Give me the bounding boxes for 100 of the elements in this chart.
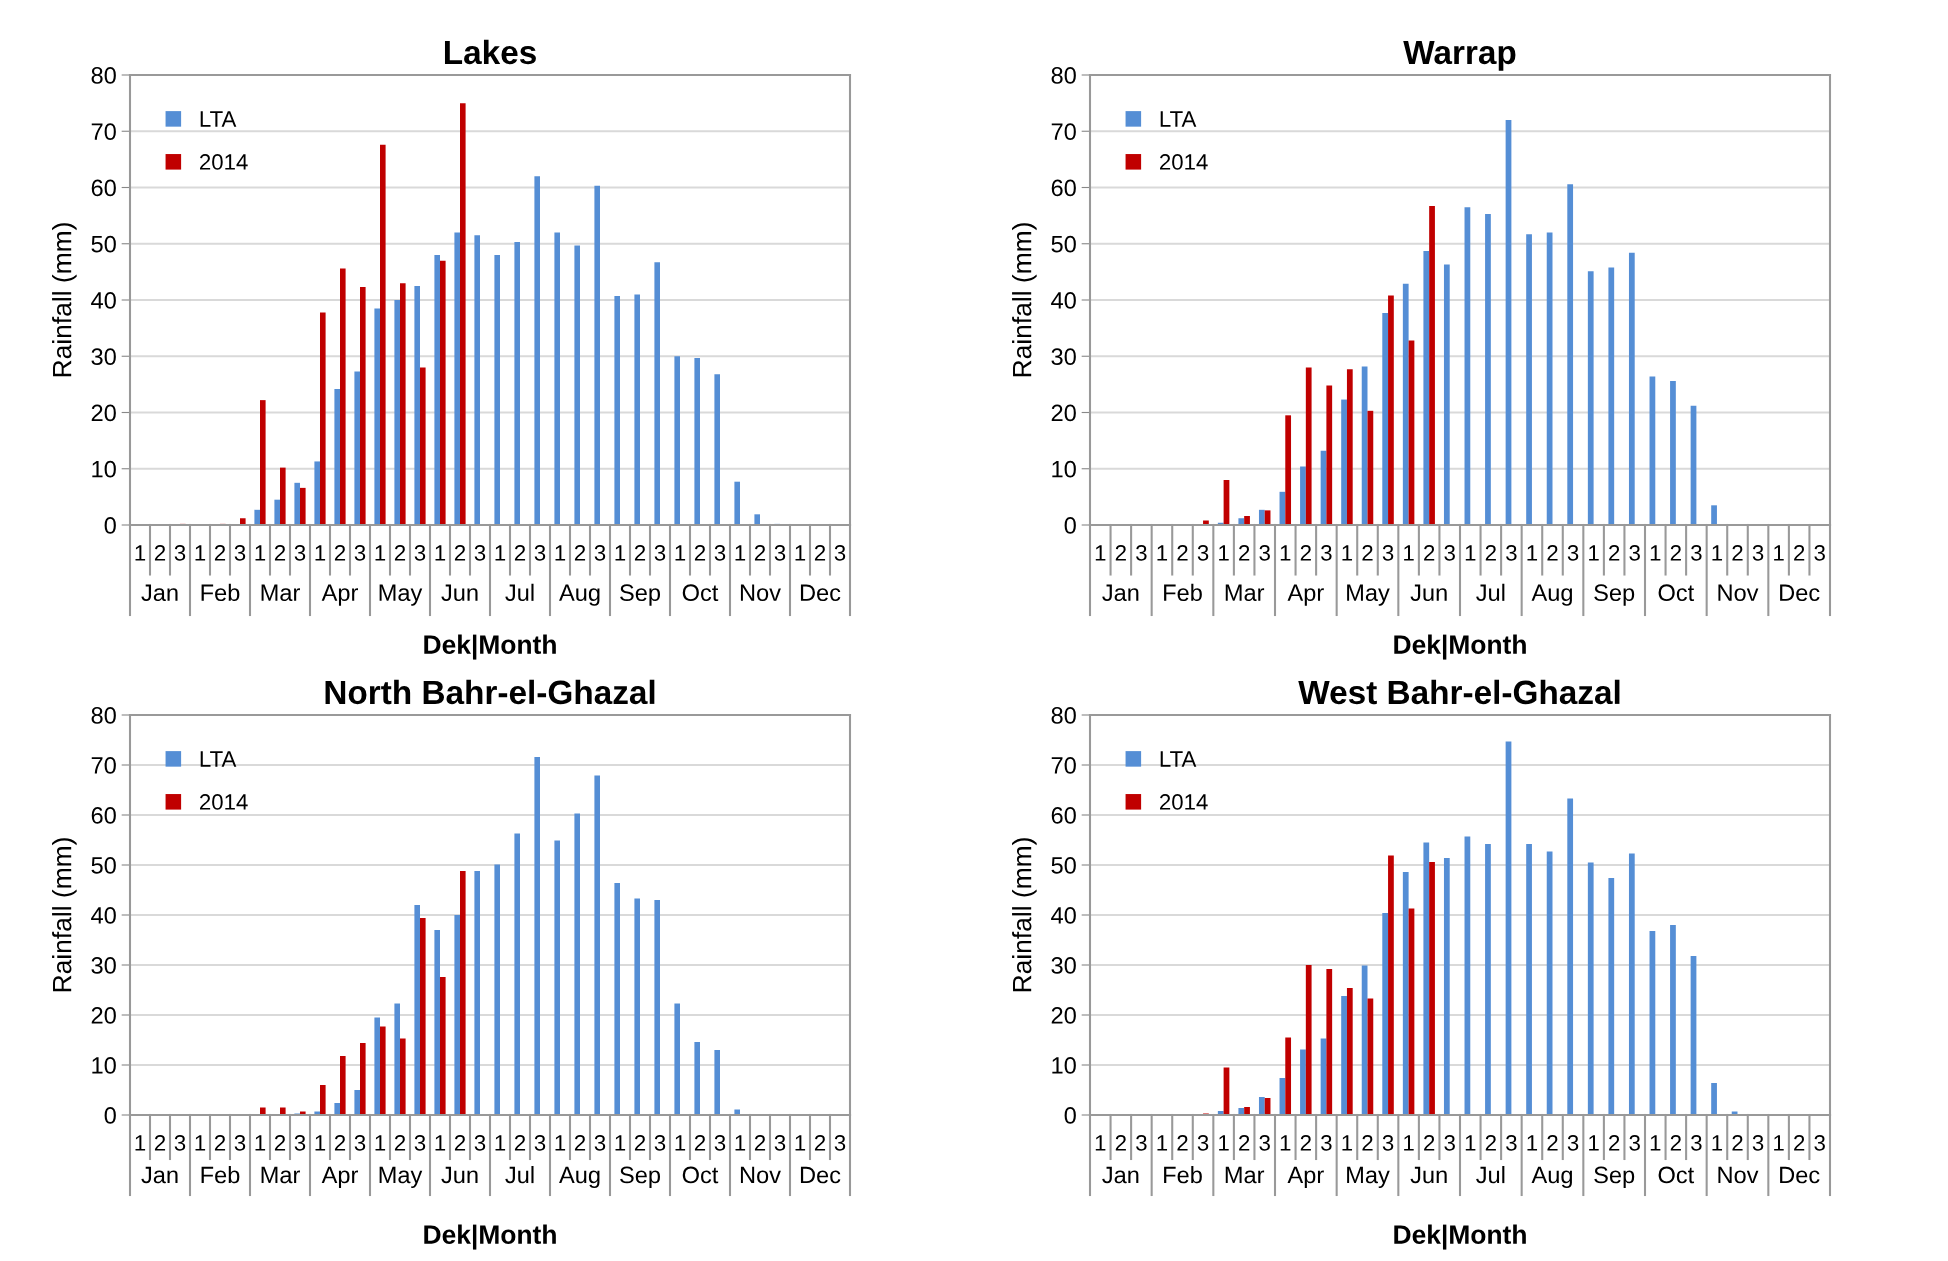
x-tick-label: 2 (154, 1135, 166, 1151)
x-tick-label: 2 (1732, 1135, 1743, 1151)
x-tick-label: 1 (1712, 1135, 1723, 1151)
text: Jul (1476, 583, 1505, 602)
text: May (1347, 584, 1390, 606)
y-tick-label: 0 (104, 1107, 116, 1124)
y-axis-title: Rainfall (mm) (1012, 223, 1037, 377)
y-tick-label: 20 (91, 404, 116, 422)
x-tick-label: 1 (615, 1135, 626, 1151)
text: May (379, 584, 423, 606)
legend-label: LTA (200, 751, 237, 767)
text: Apr (321, 1166, 358, 1189)
y-tick-label: 30 (91, 348, 116, 366)
text: Mar (261, 584, 300, 602)
text: Oct (682, 584, 719, 602)
text: Oct (1658, 1166, 1695, 1184)
x-tick-label: 1 (1219, 545, 1229, 561)
y-tick-label: 60 (1051, 179, 1076, 197)
x-tick-label: 1 (135, 545, 146, 561)
x-tick-label: 3 (1506, 545, 1517, 561)
text: Aug (1531, 584, 1572, 606)
x-tick-label: 1 (1342, 545, 1353, 561)
y-tick-label: 60 (1051, 807, 1076, 824)
x-tick-label: 1 (1219, 1135, 1229, 1151)
x-tick-label: 3 (1444, 545, 1455, 561)
text: Jun (441, 1166, 478, 1184)
x-tick-label: 2 (1177, 1135, 1188, 1151)
y-tick-label: 10 (92, 460, 116, 478)
x-tick-label: 1 (1404, 545, 1414, 561)
x-tick-label: 2 (1424, 1135, 1435, 1151)
x-tick-label: 2 (274, 1135, 286, 1151)
chart-title: Lakes (444, 39, 536, 65)
x-tick-label: 3 (1321, 545, 1332, 561)
x-tick-label: 3 (1752, 545, 1764, 561)
x-tick-label: 2 (154, 545, 166, 561)
x-tick-label: 3 (1567, 1135, 1579, 1151)
x-tick-label: 2 (814, 545, 826, 561)
x-tick-label: 1 (675, 545, 686, 561)
y-tick-label: 10 (1052, 1057, 1076, 1074)
x-tick-label: 2 (1609, 545, 1620, 561)
x-tick-label: 1 (1280, 1135, 1291, 1151)
y-tick-label: 70 (1051, 123, 1076, 141)
y-tick-label: 70 (91, 123, 116, 141)
y-tick-label: 70 (91, 757, 116, 774)
text: Aug (559, 584, 600, 606)
x-tick-label: 1 (795, 545, 806, 561)
text: Oct (682, 1166, 719, 1184)
y-tick-label: 0 (1064, 1107, 1076, 1124)
x-tick-label: 1 (435, 1135, 446, 1151)
x-tick-label: 3 (654, 545, 666, 561)
x-tick-label: 2 (1485, 1135, 1496, 1151)
x-tick-label: 1 (1589, 545, 1599, 561)
x-tick-label: 2 (1609, 1135, 1620, 1151)
x-tick-label: 1 (1095, 1135, 1106, 1151)
y-axis-title: Rainfall (mm) (52, 223, 77, 377)
y-tick-label: 80 (1051, 67, 1076, 84)
x-tick-label: 1 (1774, 1135, 1784, 1151)
x-tick-label: 1 (1095, 545, 1106, 561)
x-tick-label: 1 (375, 545, 386, 561)
text: Dec (800, 584, 841, 602)
x-tick-label: 2 (214, 545, 226, 561)
x-tick-label: 1 (1712, 545, 1723, 561)
text: Nov (1718, 584, 1759, 602)
x-tick-label: 2 (1300, 1135, 1311, 1151)
y-tick-label: 0 (1064, 517, 1076, 534)
text: Oct (1658, 584, 1695, 602)
x-tick-label: 1 (735, 1135, 746, 1151)
x-tick-label: 2 (754, 1135, 766, 1151)
x-tick-label: 2 (334, 1135, 346, 1151)
x-tick-label: 3 (174, 545, 186, 561)
y-tick-label: 30 (1051, 348, 1076, 366)
x-tick-label: 3 (474, 1135, 486, 1151)
x-tick-label: 2 (274, 545, 286, 561)
x-tick-label: 2 (1794, 545, 1805, 561)
x-tick-label: 2 (1239, 1135, 1250, 1151)
x-tick-label: 3 (1444, 1135, 1455, 1151)
x-tick-label: 1 (555, 545, 566, 561)
x-tick-label: 3 (354, 1135, 366, 1151)
y-tick-label: 50 (1051, 235, 1076, 253)
x-tick-label: 1 (495, 1135, 506, 1151)
x-tick-label: 3 (1506, 1135, 1517, 1151)
text: Jul (505, 1165, 534, 1184)
x-tick-label: 3 (834, 1135, 846, 1151)
x-tick-label: 3 (714, 1135, 726, 1151)
x-tick-label: 3 (1382, 545, 1394, 561)
x-tick-label: 3 (594, 545, 606, 561)
x-tick-label: 1 (195, 545, 206, 561)
y-tick-label: 50 (91, 857, 116, 874)
x-tick-label: 3 (234, 545, 246, 561)
x-tick-label: 2 (1362, 1135, 1373, 1151)
x-tick-label: 3 (1814, 1135, 1825, 1151)
text: Feb (201, 1165, 240, 1184)
legend-label: 2014 (1160, 154, 1208, 170)
x-tick-label: 1 (435, 545, 446, 561)
text: Sep (1594, 584, 1635, 606)
x-tick-label: 1 (1465, 545, 1476, 561)
text: Dec (1780, 1166, 1820, 1184)
x-tick-label: 2 (334, 545, 346, 561)
legend-label: 2014 (1160, 794, 1208, 810)
y-tick-label: 10 (92, 1057, 116, 1074)
